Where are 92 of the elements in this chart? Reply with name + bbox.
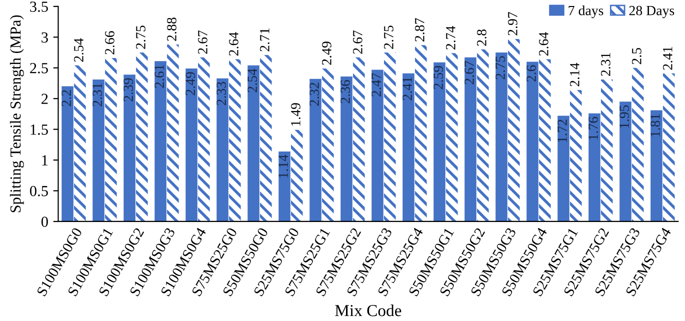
bar <box>446 53 458 222</box>
data-label: 2.54 <box>74 38 84 62</box>
data-label: 1.81 <box>650 114 660 136</box>
data-label: 2.8 <box>476 30 486 46</box>
data-label: 2.14 <box>570 62 580 86</box>
data-label: 2.5 <box>632 48 642 64</box>
data-label: 2.49 <box>186 72 196 96</box>
data-label: 2.71 <box>260 28 270 52</box>
bar <box>167 44 179 222</box>
data-label: 2.88 <box>167 18 176 41</box>
legend-label: 28 Days <box>629 6 674 18</box>
data-label: 2.74 <box>446 26 456 50</box>
bar <box>198 57 210 222</box>
data-label: 1.49 <box>291 103 300 126</box>
bar <box>650 110 662 222</box>
y-tick-label: 0.5 <box>30 186 48 196</box>
bar <box>322 68 334 222</box>
data-label: 2.54 <box>248 68 258 92</box>
bar <box>136 52 148 222</box>
bar <box>496 52 508 222</box>
bar <box>632 68 644 222</box>
data-label: 2.47 <box>372 73 382 96</box>
data-label: 2.66 <box>105 31 114 54</box>
data-label: 2.41 <box>662 46 672 70</box>
bar <box>508 38 520 222</box>
data-label: 2.41 <box>402 77 412 100</box>
bar <box>229 59 241 222</box>
legend-label: 7 days <box>568 5 604 18</box>
bar <box>186 68 198 222</box>
data-label: 2.67 <box>353 30 362 54</box>
data-label: 2.87 <box>414 18 424 42</box>
x-axis-title: Mix Code <box>335 304 402 316</box>
data-label: 2.75 <box>384 26 394 49</box>
data-label: 2.75 <box>496 56 506 80</box>
bar <box>154 61 166 222</box>
data-label: 2.97 <box>508 12 518 36</box>
data-label: 2.64 <box>229 32 238 56</box>
y-tick-label: 1 <box>42 155 48 166</box>
bar <box>434 62 446 222</box>
bar <box>291 130 303 222</box>
bar <box>124 74 136 222</box>
data-label: 2.67 <box>464 60 474 84</box>
y-tick-label: 3 <box>42 32 48 43</box>
data-label: 2.64 <box>539 32 548 56</box>
bar <box>62 86 74 222</box>
y-tick-label: 1.5 <box>30 124 48 135</box>
data-label: 2.33 <box>216 82 226 106</box>
bar <box>353 57 365 222</box>
data-label: 1.76 <box>588 116 598 140</box>
data-label: 2.6 <box>526 65 536 82</box>
bar <box>340 76 352 222</box>
y-axis-title: Splitting Tensile Strength (MPa) <box>10 15 24 212</box>
data-label: 2.61 <box>154 65 164 88</box>
y-tick-label: 3.5 <box>30 2 48 12</box>
bar <box>310 78 322 222</box>
bar <box>414 45 427 222</box>
data-label: 2.39 <box>124 78 134 102</box>
y-tick-label: 2.5 <box>30 63 48 74</box>
bar <box>558 116 570 222</box>
bar <box>278 151 290 222</box>
data-label: 1.72 <box>558 120 567 142</box>
bar <box>92 80 104 222</box>
data-label: 2.67 <box>198 30 208 54</box>
bar <box>260 54 272 222</box>
data-label: 2.31 <box>92 83 102 106</box>
data-label: 2.36 <box>340 80 350 104</box>
data-label: 2.59 <box>434 66 444 90</box>
bar <box>372 70 384 222</box>
bar <box>570 90 582 222</box>
data-label: 2.2 <box>62 90 72 106</box>
data-label: 2.31 <box>601 53 610 76</box>
bar <box>384 52 396 222</box>
bar <box>402 73 414 222</box>
data-label: 1.14 <box>278 154 288 178</box>
bar <box>248 65 260 222</box>
data-label: 1.95 <box>620 105 629 128</box>
bar <box>662 73 675 222</box>
bar <box>216 78 228 222</box>
bar <box>74 65 86 222</box>
y-tick-label: 2 <box>42 94 48 104</box>
bar <box>588 113 600 222</box>
bar <box>476 49 489 222</box>
data-label: 2.75 <box>136 26 146 49</box>
bar <box>526 62 538 222</box>
bar <box>620 102 632 222</box>
y-tick-label: 0 <box>41 216 48 227</box>
bar <box>600 80 613 222</box>
bar <box>105 58 117 222</box>
bar <box>538 59 551 222</box>
bar <box>464 57 476 222</box>
data-label: 2.32 <box>310 82 320 106</box>
data-label: 2.49 <box>322 42 332 65</box>
